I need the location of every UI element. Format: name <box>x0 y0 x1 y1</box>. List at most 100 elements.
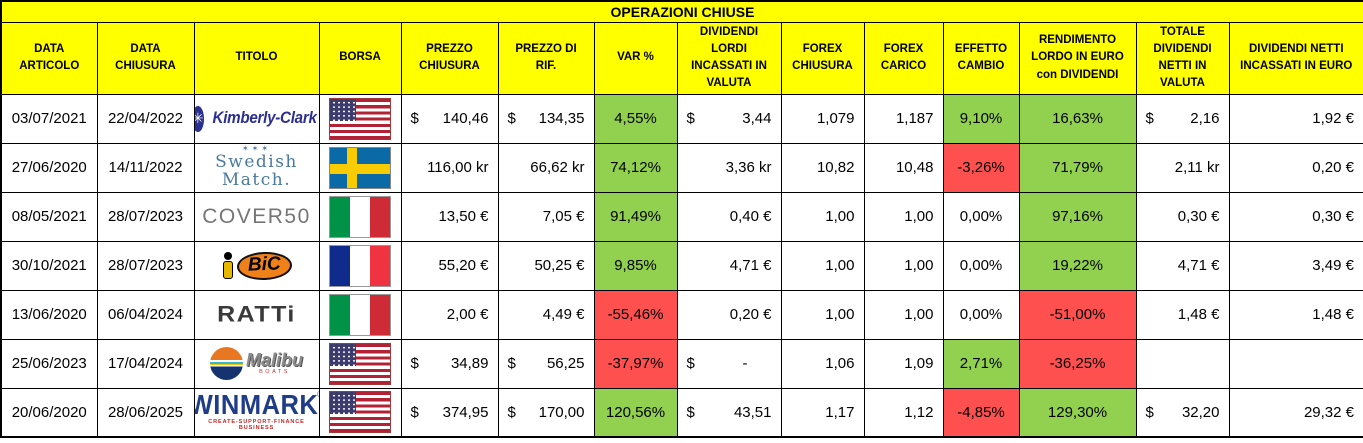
cell-data_chiusura[interactable]: 22/04/2022 <box>96 93 195 144</box>
cell-prezzo_chiusura[interactable]: $374,95 <box>400 387 499 438</box>
cell-borsa[interactable] <box>318 387 402 438</box>
cell-prezzo_chiusura[interactable]: 55,20 € <box>400 240 499 291</box>
cell-titolo[interactable]: COVER50 <box>193 191 320 242</box>
cell-titolo[interactable]: RATTi <box>193 289 320 340</box>
col-header-rendimento[interactable]: RENDIMENTO LORDO IN EURO con DIVIDENDI <box>1018 21 1137 95</box>
col-header-data-articolo[interactable]: DATA ARTICOLO <box>0 21 98 95</box>
col-header-totale-dividendi[interactable]: TOTALE DIVIDENDI NETTI IN VALUTA <box>1135 21 1230 95</box>
cell-var_pct[interactable]: 4,55% <box>593 93 678 144</box>
cell-forex_carico[interactable]: 1,00 <box>863 240 944 291</box>
cell-titolo[interactable]: ✳ Kimberly-Clark <box>193 93 320 144</box>
cell-prezzo_rif[interactable]: 7,05 € <box>497 191 595 242</box>
cell-borsa[interactable] <box>318 93 402 144</box>
cell-var_pct[interactable]: 91,49% <box>593 191 678 242</box>
cell-totale_dividendi[interactable]: 4,71 € <box>1135 240 1230 291</box>
cell-borsa[interactable] <box>318 289 402 340</box>
col-header-prezzo-rif[interactable]: PREZZO DI RIF. <box>497 21 595 95</box>
col-header-dividendi-lordi[interactable]: DIVIDENDI LORDI INCASSATI IN VALUTA <box>676 21 782 95</box>
cell-forex_carico[interactable]: 1,187 <box>863 93 944 144</box>
cell-var_pct[interactable]: 120,56% <box>593 387 678 438</box>
cell-forex_chiusura[interactable]: 10,82 <box>780 142 865 193</box>
cell-rendimento[interactable]: 19,22% <box>1018 240 1137 291</box>
cell-forex_carico[interactable]: 10,48 <box>863 142 944 193</box>
cell-rendimento[interactable]: 97,16% <box>1018 191 1137 242</box>
cell-data_articolo[interactable]: 20/06/2020 <box>0 387 98 438</box>
cell-forex_chiusura[interactable]: 1,06 <box>780 338 865 389</box>
cell-dividendi_lordi[interactable]: $43,51 <box>676 387 782 438</box>
cell-prezzo_chiusura[interactable]: 2,00 € <box>400 289 499 340</box>
cell-dividendi_netti_euro[interactable]: 1,92 € <box>1228 93 1363 144</box>
cell-data_articolo[interactable]: 27/06/2020 <box>0 142 98 193</box>
cell-rendimento[interactable]: 16,63% <box>1018 93 1137 144</box>
cell-data_articolo[interactable]: 25/06/2023 <box>0 338 98 389</box>
cell-effetto_cambio[interactable]: -3,26% <box>942 142 1020 193</box>
cell-var_pct[interactable]: -37,97% <box>593 338 678 389</box>
cell-effetto_cambio[interactable]: -4,85% <box>942 387 1020 438</box>
cell-dividendi_netti_euro[interactable]: 0,20 € <box>1228 142 1363 193</box>
cell-data_chiusura[interactable]: 17/04/2024 <box>96 338 195 389</box>
cell-totale_dividendi[interactable]: $32,20 <box>1135 387 1230 438</box>
cell-effetto_cambio[interactable]: 9,10% <box>942 93 1020 144</box>
cell-titolo[interactable]: WINMARK® CREATE-SUPPORT-FINANCE BUSINESS <box>193 387 320 438</box>
cell-var_pct[interactable]: -55,46% <box>593 289 678 340</box>
cell-totale_dividendi[interactable]: 1,48 € <box>1135 289 1230 340</box>
cell-data_articolo[interactable]: 30/10/2021 <box>0 240 98 291</box>
cell-effetto_cambio[interactable]: 2,71% <box>942 338 1020 389</box>
cell-dividendi_lordi[interactable]: $3,44 <box>676 93 782 144</box>
cell-borsa[interactable] <box>318 142 402 193</box>
cell-totale_dividendi[interactable]: 2,11 kr <box>1135 142 1230 193</box>
cell-rendimento[interactable]: -51,00% <box>1018 289 1137 340</box>
col-header-var-pct[interactable]: VAR % <box>593 21 678 95</box>
cell-dividendi_netti_euro[interactable]: 0,30 € <box>1228 191 1363 242</box>
cell-data_chiusura[interactable]: 28/07/2023 <box>96 240 195 291</box>
cell-var_pct[interactable]: 9,85% <box>593 240 678 291</box>
cell-totale_dividendi[interactable] <box>1135 338 1230 389</box>
cell-titolo[interactable]: Malibu BOATS <box>193 338 320 389</box>
cell-prezzo_rif[interactable]: $56,25 <box>497 338 595 389</box>
cell-data_chiusura[interactable]: 28/07/2023 <box>96 191 195 242</box>
cell-prezzo_rif[interactable]: 4,49 € <box>497 289 595 340</box>
col-header-forex-chiusura[interactable]: FOREX CHIUSURA <box>780 21 865 95</box>
cell-data_chiusura[interactable]: 28/06/2025 <box>96 387 195 438</box>
col-header-forex-carico[interactable]: FOREX CARICO <box>863 21 944 95</box>
cell-dividendi_netti_euro[interactable]: 1,48 € <box>1228 289 1363 340</box>
cell-forex_chiusura[interactable]: 1,00 <box>780 240 865 291</box>
cell-titolo[interactable]: BiC <box>193 240 320 291</box>
cell-dividendi_lordi[interactable]: 3,36 kr <box>676 142 782 193</box>
cell-dividendi_lordi[interactable]: 0,20 € <box>676 289 782 340</box>
col-header-borsa[interactable]: BORSA <box>318 21 402 95</box>
cell-prezzo_chiusura[interactable]: $34,89 <box>400 338 499 389</box>
cell-prezzo_rif[interactable]: $134,35 <box>497 93 595 144</box>
cell-forex_chiusura[interactable]: 1,00 <box>780 191 865 242</box>
cell-forex_carico[interactable]: 1,09 <box>863 338 944 389</box>
cell-prezzo_chiusura[interactable]: $140,46 <box>400 93 499 144</box>
cell-forex_carico[interactable]: 1,00 <box>863 289 944 340</box>
cell-data_chiusura[interactable]: 06/04/2024 <box>96 289 195 340</box>
col-header-prezzo-chiusura[interactable]: PREZZO CHIUSURA <box>400 21 499 95</box>
col-header-titolo[interactable]: TITOLO <box>193 21 320 95</box>
cell-data_articolo[interactable]: 13/06/2020 <box>0 289 98 340</box>
cell-dividendi_lordi[interactable]: 0,40 € <box>676 191 782 242</box>
col-header-data-chiusura[interactable]: DATA CHIUSURA <box>96 21 195 95</box>
cell-data_chiusura[interactable]: 14/11/2022 <box>96 142 195 193</box>
cell-forex_carico[interactable]: 1,12 <box>863 387 944 438</box>
cell-prezzo_chiusura[interactable]: 116,00 kr <box>400 142 499 193</box>
cell-rendimento[interactable]: 129,30% <box>1018 387 1137 438</box>
cell-prezzo_chiusura[interactable]: 13,50 € <box>400 191 499 242</box>
cell-titolo[interactable]: ✶✶✶ Swedish Match. <box>193 142 320 193</box>
cell-data_articolo[interactable]: 03/07/2021 <box>0 93 98 144</box>
cell-data_articolo[interactable]: 08/05/2021 <box>0 191 98 242</box>
cell-totale_dividendi[interactable]: 0,30 € <box>1135 191 1230 242</box>
cell-forex_chiusura[interactable]: 1,079 <box>780 93 865 144</box>
cell-effetto_cambio[interactable]: 0,00% <box>942 240 1020 291</box>
col-header-dividendi-netti-euro[interactable]: DIVIDENDI NETTI INCASSATI IN EURO <box>1228 21 1363 95</box>
cell-prezzo_rif[interactable]: $170,00 <box>497 387 595 438</box>
cell-rendimento[interactable]: 71,79% <box>1018 142 1137 193</box>
cell-borsa[interactable] <box>318 191 402 242</box>
cell-forex_chiusura[interactable]: 1,00 <box>780 289 865 340</box>
cell-prezzo_rif[interactable]: 50,25 € <box>497 240 595 291</box>
cell-borsa[interactable] <box>318 240 402 291</box>
cell-effetto_cambio[interactable]: 0,00% <box>942 289 1020 340</box>
cell-dividendi_netti_euro[interactable] <box>1228 338 1363 389</box>
cell-totale_dividendi[interactable]: $2,16 <box>1135 93 1230 144</box>
